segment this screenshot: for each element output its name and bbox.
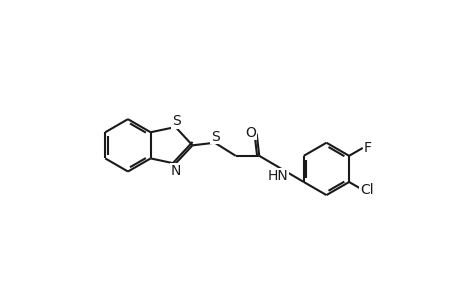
Text: S: S	[172, 114, 180, 128]
Text: O: O	[245, 126, 255, 140]
Text: N: N	[170, 164, 180, 178]
Text: HN: HN	[267, 169, 287, 183]
Text: F: F	[363, 141, 370, 155]
Text: S: S	[211, 130, 219, 144]
Text: Cl: Cl	[359, 183, 373, 197]
